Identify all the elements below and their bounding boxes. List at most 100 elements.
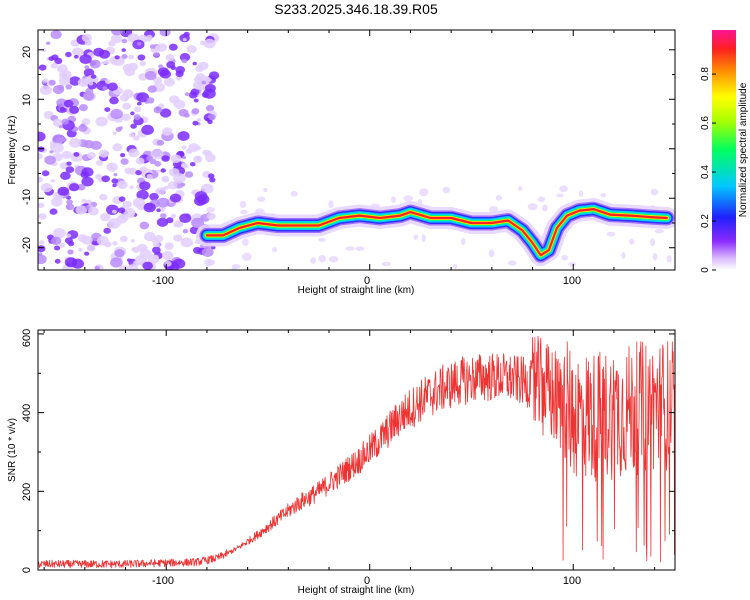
noise-blob <box>110 165 116 170</box>
noise-blob <box>50 62 58 69</box>
noise-blob <box>527 203 538 211</box>
noise-blob <box>403 195 413 202</box>
noise-blob <box>109 96 119 105</box>
noise-blob <box>381 261 391 267</box>
noise-blob <box>73 54 79 59</box>
noise-blob <box>179 33 190 43</box>
noise-blob <box>167 181 178 190</box>
noise-blob <box>50 179 56 183</box>
noise-blob <box>111 30 124 36</box>
noise-blob <box>57 84 64 91</box>
noise-blob <box>121 38 128 44</box>
noise-blob <box>191 190 196 195</box>
noise-blob <box>606 231 616 237</box>
noise-blob <box>146 174 153 179</box>
noise-blob <box>164 260 172 267</box>
noise-blob <box>103 227 111 234</box>
noise-blob <box>178 108 189 117</box>
noise-blob <box>139 168 144 172</box>
noise-blob <box>190 162 196 167</box>
noise-blob <box>118 265 130 270</box>
noise-blob <box>85 205 91 210</box>
noise-blob <box>119 235 128 243</box>
noise-blob <box>180 163 188 168</box>
noise-blob <box>182 38 187 42</box>
noise-blob <box>54 258 61 264</box>
noise-blob <box>72 47 84 57</box>
noise-blob <box>128 54 135 60</box>
noise-blob <box>195 65 205 72</box>
noise-blob <box>649 238 656 247</box>
noise-blob <box>66 161 72 166</box>
noise-blob <box>149 158 157 165</box>
noise-blob <box>80 123 86 128</box>
noise-blob <box>181 183 186 187</box>
noise-blob <box>135 157 145 165</box>
noise-blob <box>206 206 216 213</box>
noise-blob <box>102 86 108 90</box>
noise-blob <box>38 64 47 71</box>
noise-blob <box>191 217 205 229</box>
noise-blob <box>263 187 268 193</box>
noise-blob <box>453 263 458 270</box>
bottom-x-axis-label: Height of straight line (km) <box>298 585 415 596</box>
noise-blob <box>188 143 200 152</box>
noise-blob <box>52 228 66 239</box>
noise-blob <box>173 234 183 242</box>
noise-blob <box>127 258 132 262</box>
colorbar-tick-label-0.4: 0.4 <box>700 165 711 179</box>
noise-blob <box>166 217 174 224</box>
noise-blob <box>96 236 109 246</box>
noise-blob <box>151 237 159 244</box>
noise-blob <box>152 242 160 248</box>
noise-blob <box>204 258 213 267</box>
noise-blob <box>172 258 186 269</box>
noise-blob <box>52 118 63 127</box>
noise-blob <box>182 228 189 234</box>
noise-blob <box>600 193 607 198</box>
noise-blob <box>65 166 75 174</box>
top-x-tick-label-100: 100 <box>563 275 581 287</box>
noise-blob <box>48 56 55 61</box>
colorbar-tick-label-0.8: 0.8 <box>700 67 711 81</box>
noise-blob <box>99 193 108 201</box>
noise-blob <box>210 245 216 250</box>
noise-blob <box>112 131 117 135</box>
noise-blob <box>78 104 88 112</box>
noise-blob <box>57 186 70 196</box>
noise-blob <box>192 61 197 66</box>
noise-blob <box>46 41 51 45</box>
noise-blob <box>84 251 90 256</box>
noise-blob <box>161 155 170 162</box>
noise-blob <box>75 205 88 215</box>
noise-blob <box>137 42 142 46</box>
noise-blob <box>94 265 100 270</box>
noise-blob <box>164 242 174 250</box>
noise-blob <box>442 186 451 194</box>
noise-blob <box>136 92 150 103</box>
noise-blob <box>150 149 164 160</box>
ridge-core <box>205 208 669 257</box>
noise-blob <box>561 255 569 261</box>
top-y-tick-label-20: 20 <box>21 46 33 58</box>
noise-blob <box>541 204 548 212</box>
noise-blob <box>49 208 58 215</box>
noise-blob <box>54 57 63 65</box>
noise-blob <box>122 89 134 99</box>
noise-blob <box>177 131 190 141</box>
bottom-axis-ticks <box>38 330 675 571</box>
noise-blob <box>173 99 186 110</box>
noise-blob <box>193 76 202 83</box>
noise-blob <box>181 145 187 150</box>
top-x-tick-label-0: 0 <box>364 275 370 287</box>
noise-blob <box>460 237 466 246</box>
noise-blob <box>290 190 298 197</box>
noise-blob <box>207 113 216 121</box>
noise-blob <box>80 171 90 179</box>
noise-blob <box>82 91 95 101</box>
noise-blob <box>192 120 199 126</box>
snr-series-line <box>38 335 675 569</box>
noise-blob <box>166 61 176 69</box>
noise-blob <box>65 51 72 58</box>
noise-blob <box>232 264 241 269</box>
